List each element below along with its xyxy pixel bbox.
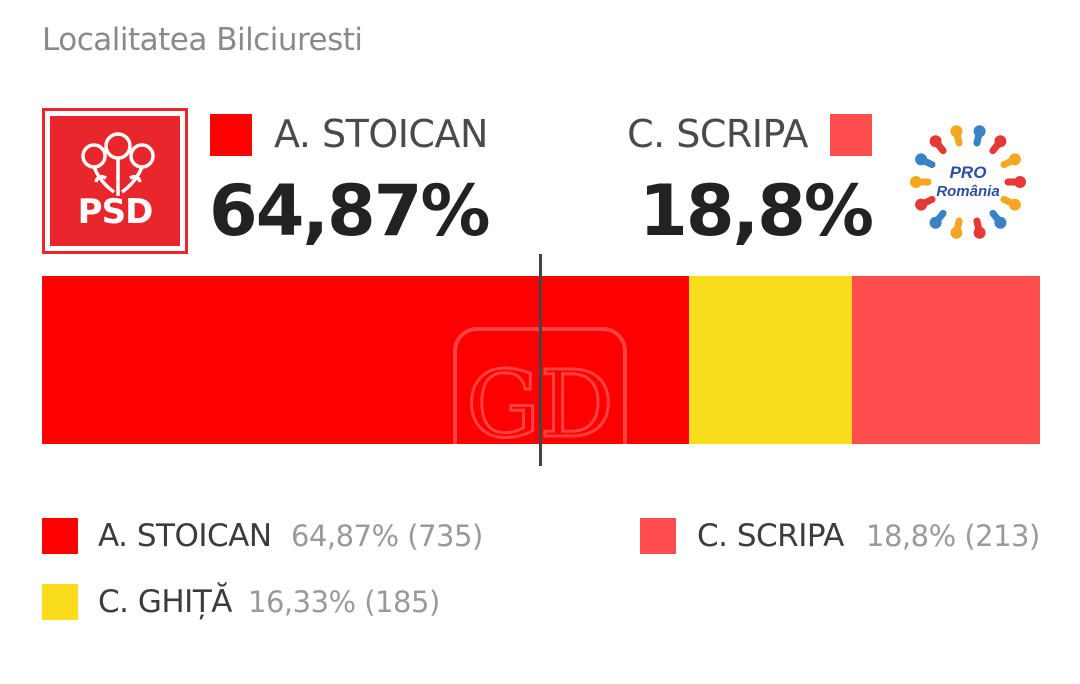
ring-figure-body — [989, 209, 1004, 227]
legend-value-stoican: 64,87% (735) — [291, 519, 483, 553]
legend-name-scripa: C. SCRIPA — [697, 518, 844, 554]
ring-figure-body — [917, 195, 936, 209]
legend-name-ghita: C. GHIȚĂ — [98, 584, 232, 620]
left-candidate-percent: 64,87% — [209, 170, 491, 252]
stoican-swatch — [210, 114, 252, 156]
ring-figure-body — [1000, 155, 1019, 169]
right-candidate-name: C. SCRIPA — [627, 112, 808, 156]
legend-swatch-scripa — [640, 518, 676, 554]
pro-logo-line2: România — [936, 183, 999, 200]
bar-segment-stoican — [42, 276, 689, 444]
scripa-swatch — [830, 114, 872, 156]
ring-figure-body — [917, 155, 936, 169]
ring-figure-body — [973, 217, 984, 237]
legend-value-ghita: 16,33% (185) — [248, 585, 440, 619]
legend-swatch-ghita — [42, 584, 78, 620]
psd-logo: PSD — [42, 108, 188, 254]
legend-name-stoican: A. STOICAN — [98, 518, 272, 554]
roses-icon — [81, 132, 155, 196]
pro-romania-ring-icon: PRO România — [910, 125, 1026, 239]
psd-logo-text: PSD — [77, 192, 154, 232]
pro-logo-line1: PRO — [950, 163, 987, 182]
majority-marker-line — [539, 254, 542, 466]
legend-swatch-stoican — [42, 518, 78, 554]
right-candidate-percent: 18,8% — [639, 170, 874, 252]
ring-figure-body — [989, 137, 1004, 155]
bar-segment-ghita — [689, 276, 852, 444]
left-candidate-name: A. STOICAN — [274, 112, 488, 156]
page-title: Localitatea Bilciuresti — [42, 22, 363, 58]
ring-figure-body — [932, 209, 947, 227]
ring-figure-body — [932, 137, 947, 155]
ring-figure-body — [973, 127, 984, 147]
legend-value-scripa: 18,8% (213) — [866, 519, 1040, 553]
pro-romania-logo: PRO România — [898, 112, 1038, 252]
ring-figure-body — [1000, 195, 1019, 209]
bar-segment-scripa — [852, 276, 1040, 444]
ring-figure-body — [952, 217, 963, 237]
ring-figure-body — [952, 127, 963, 147]
stacked-bar-chart — [42, 276, 1040, 444]
